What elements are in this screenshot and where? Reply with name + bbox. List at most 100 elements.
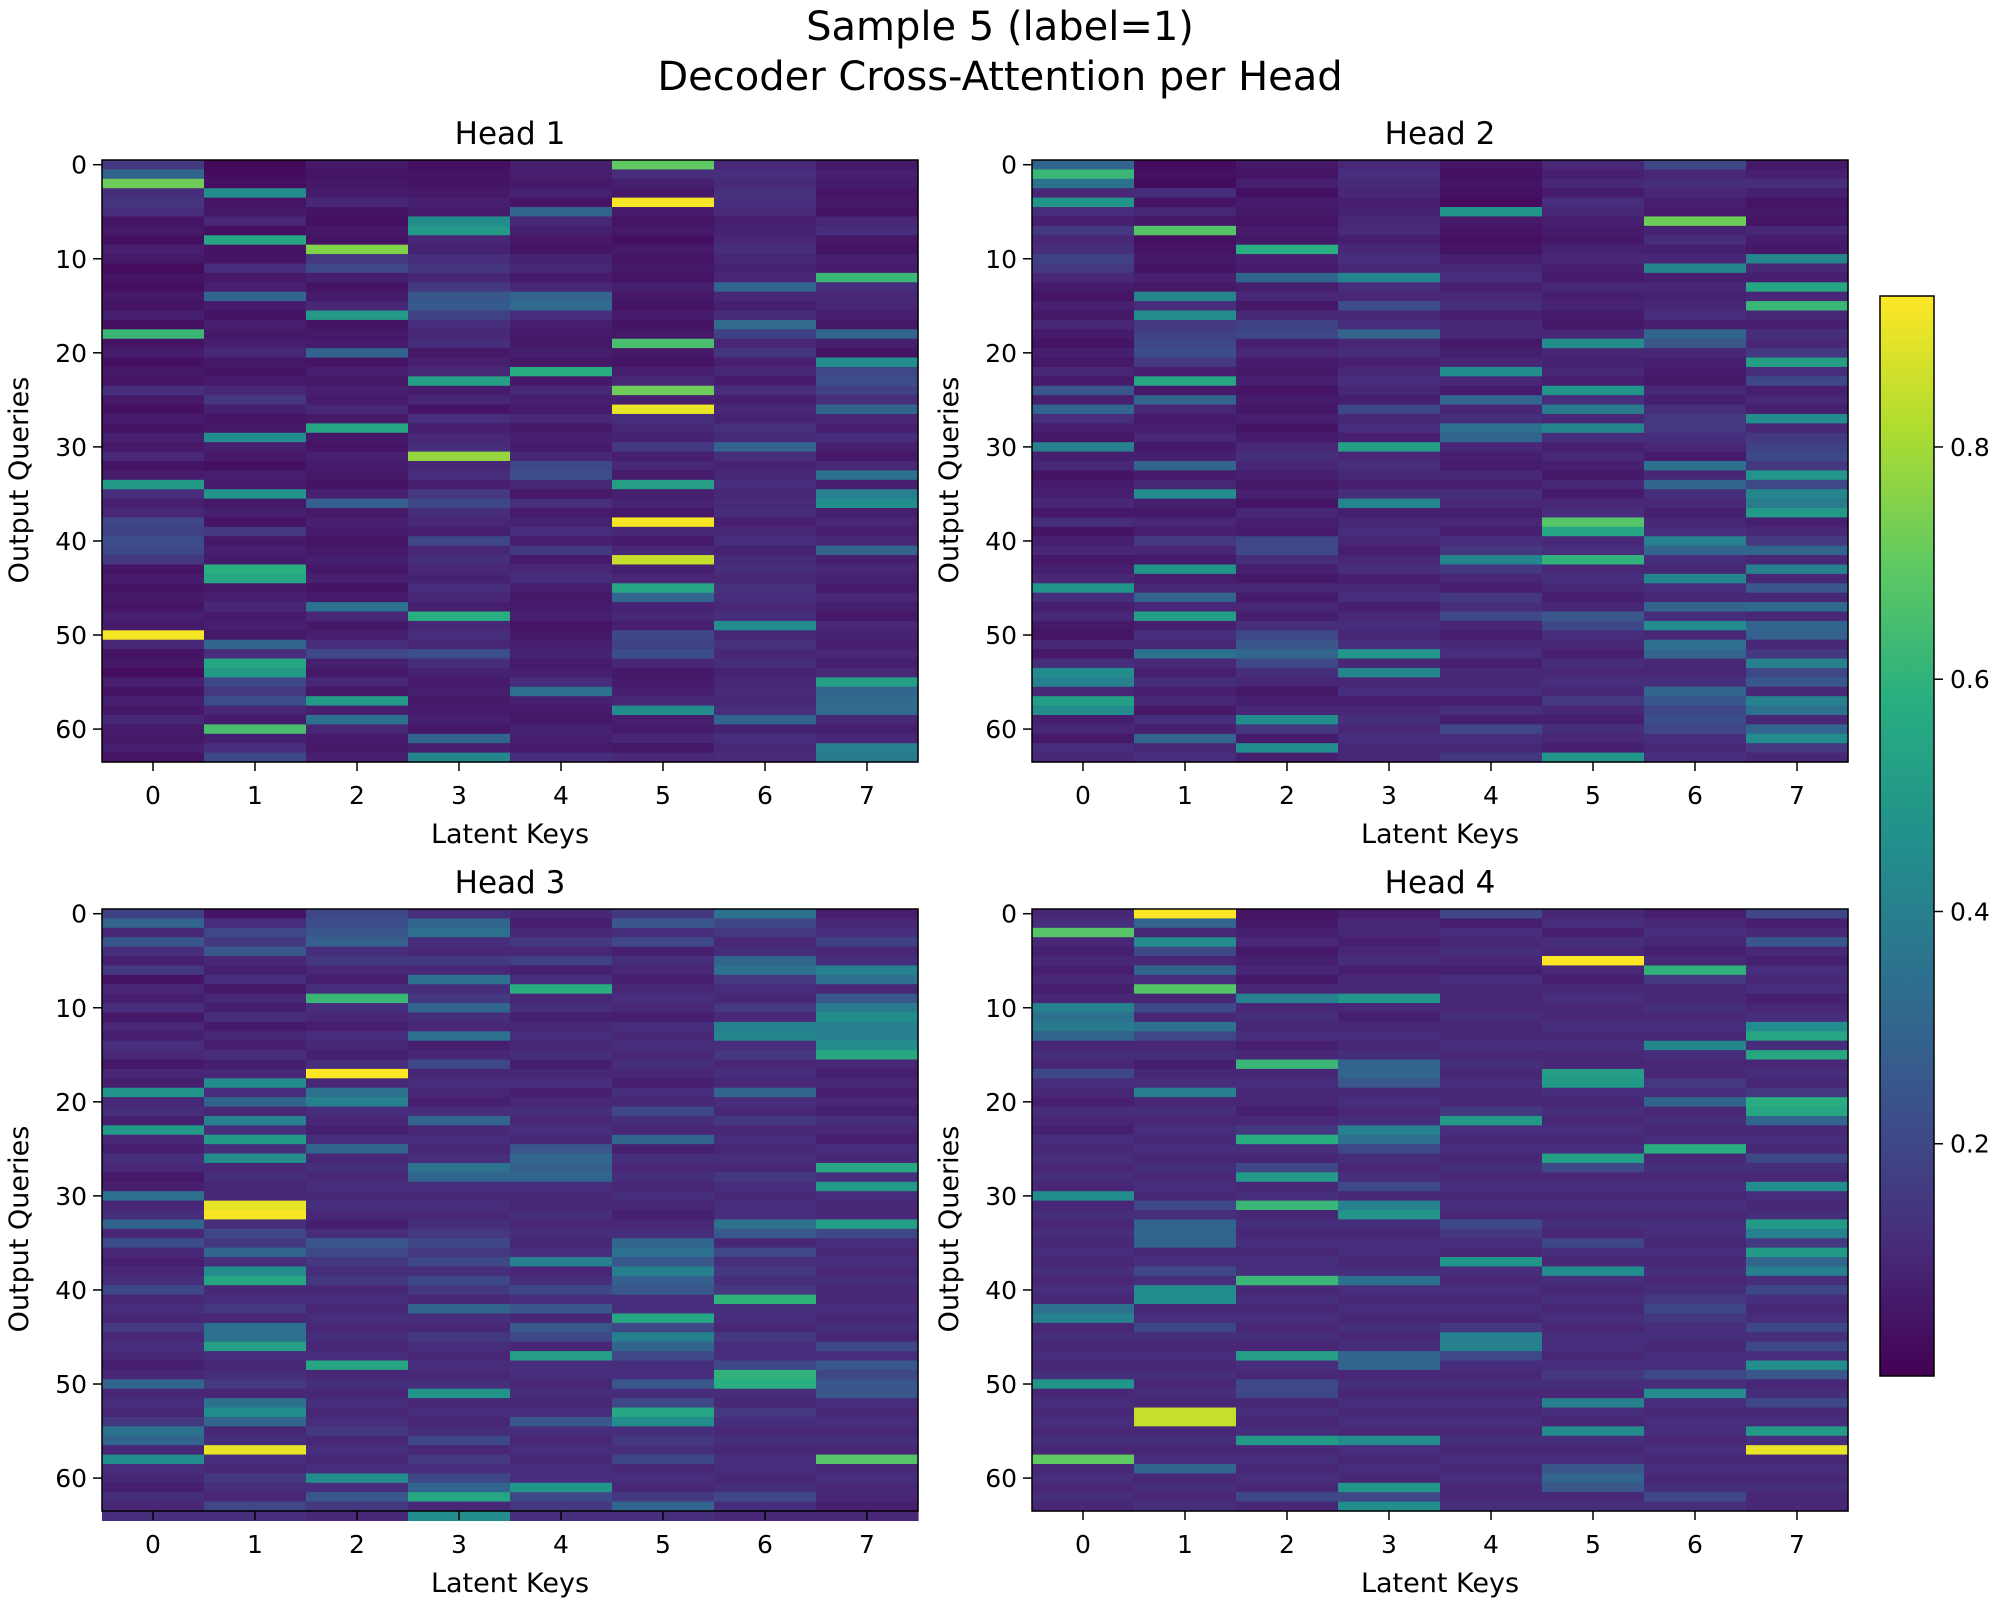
- y-axis-label: Output Queries: [934, 377, 965, 584]
- heatmap-cell: [1440, 235, 1543, 246]
- heatmap-cell: [1134, 461, 1237, 472]
- heatmap-cell: [306, 965, 409, 976]
- heatmap-cell: [408, 310, 511, 321]
- heatmap-cell: [408, 517, 511, 528]
- heatmap-cell: [1338, 667, 1441, 678]
- heatmap-cell: [1134, 1172, 1237, 1183]
- heatmap-cell: [1032, 517, 1135, 528]
- heatmap-cell: [1542, 1322, 1645, 1333]
- heatmap-cell: [612, 1351, 715, 1362]
- heatmap-cell: [1746, 536, 1849, 547]
- heatmap-cell: [1236, 1021, 1339, 1032]
- heatmap-cell: [1440, 319, 1543, 330]
- heatmap-cell: [612, 1304, 715, 1315]
- heatmap-cell: [102, 733, 205, 744]
- heatmap-cell: [204, 937, 307, 948]
- heatmap-cell: [1746, 1153, 1849, 1164]
- heatmap-cell: [204, 1445, 307, 1456]
- heatmap-cell: [714, 188, 817, 199]
- heatmap-cell: [1338, 993, 1441, 1004]
- heatmap-cell: [306, 197, 409, 208]
- heatmap-cell: [1746, 909, 1849, 920]
- heatmap-cell: [1542, 1162, 1645, 1173]
- heatmap-cell: [1134, 1115, 1237, 1126]
- heatmap-cell: [204, 1238, 307, 1249]
- heatmap-cell: [1542, 404, 1645, 415]
- heatmap-cell: [1746, 338, 1849, 349]
- heatmap-cell: [510, 1426, 613, 1437]
- heatmap-cell: [612, 611, 715, 622]
- heatmap-cell: [714, 1463, 817, 1474]
- heatmap-cell: [510, 1360, 613, 1371]
- heatmap-cell: [1236, 366, 1339, 377]
- heatmap-cell: [408, 395, 511, 406]
- heatmap-cell: [1134, 1162, 1237, 1173]
- heatmap-cell: [1338, 965, 1441, 976]
- heatmap-cell: [204, 1144, 307, 1155]
- heatmap-cell: [816, 536, 919, 547]
- heatmap-cell: [612, 686, 715, 697]
- heatmap-cell: [102, 263, 205, 274]
- heatmap-cell: [1134, 197, 1237, 208]
- x-tick-label: 7: [859, 781, 875, 810]
- heatmap-cell: [408, 1482, 511, 1493]
- heatmap-cell: [1440, 918, 1543, 929]
- heatmap-cell: [102, 1162, 205, 1173]
- heatmap-cell: [1338, 1398, 1441, 1409]
- heatmap-cell: [204, 1040, 307, 1051]
- heatmap-cell: [1236, 1407, 1339, 1418]
- heatmap-cell: [1236, 946, 1339, 957]
- heatmap-cell: [204, 984, 307, 995]
- heatmap-cell: [1746, 470, 1849, 481]
- heatmap-cell: [1644, 1398, 1747, 1409]
- heatmap-cell: [816, 965, 919, 976]
- heatmap-cell: [1542, 714, 1645, 725]
- heatmap-cell: [816, 1492, 919, 1503]
- heatmap-cell: [1746, 1191, 1849, 1202]
- heatmap-cell: [1746, 395, 1849, 406]
- heatmap-cell: [408, 526, 511, 537]
- heatmap-cell: [1542, 1463, 1645, 1474]
- heatmap-cell: [510, 639, 613, 650]
- heatmap-cell: [102, 1068, 205, 1079]
- heatmap-cell: [816, 254, 919, 265]
- heatmap-cell: [1338, 1144, 1441, 1155]
- heatmap-cell: [510, 1416, 613, 1427]
- heatmap-cell: [612, 160, 715, 171]
- heatmap-cell: [1746, 1445, 1849, 1456]
- heatmap-cell: [306, 1266, 409, 1277]
- heatmap-cell: [612, 470, 715, 481]
- heatmap-cell: [714, 470, 817, 481]
- heatmap-cell: [510, 564, 613, 575]
- heatmap-cell: [204, 197, 307, 208]
- heatmap-cell: [1542, 498, 1645, 509]
- heatmap-cell: [408, 984, 511, 995]
- heatmap-cell: [510, 724, 613, 735]
- heatmap-cell: [306, 1426, 409, 1437]
- heatmap-cell: [102, 366, 205, 377]
- heatmap-cell: [306, 1228, 409, 1239]
- heatmap-cell: [816, 1247, 919, 1258]
- x-tick-label: 5: [655, 781, 671, 810]
- heatmap-cell: [1440, 927, 1543, 938]
- heatmap-cell: [1644, 1322, 1747, 1333]
- heatmap-cell: [1440, 1304, 1543, 1315]
- heatmap-cell: [612, 244, 715, 255]
- heatmap-cell: [612, 1332, 715, 1343]
- heatmap-cell: [1236, 301, 1339, 312]
- heatmap-cell: [612, 197, 715, 208]
- heatmap-cell: [102, 207, 205, 218]
- heatmap-cell: [408, 385, 511, 396]
- heatmap-cell: [714, 442, 817, 453]
- heatmap-cell: [1236, 451, 1339, 462]
- heatmap-cell: [306, 169, 409, 180]
- heatmap-cell: [1236, 1031, 1339, 1042]
- heatmap-cell: [102, 1210, 205, 1221]
- heatmap-cell: [306, 1125, 409, 1136]
- heatmap-cell: [612, 1078, 715, 1089]
- heatmap-cell: [306, 254, 409, 265]
- heatmap-cell: [612, 188, 715, 199]
- x-tick-label: 7: [1789, 781, 1805, 810]
- heatmap-cell: [1032, 291, 1135, 302]
- heatmap-cell: [1134, 1482, 1237, 1493]
